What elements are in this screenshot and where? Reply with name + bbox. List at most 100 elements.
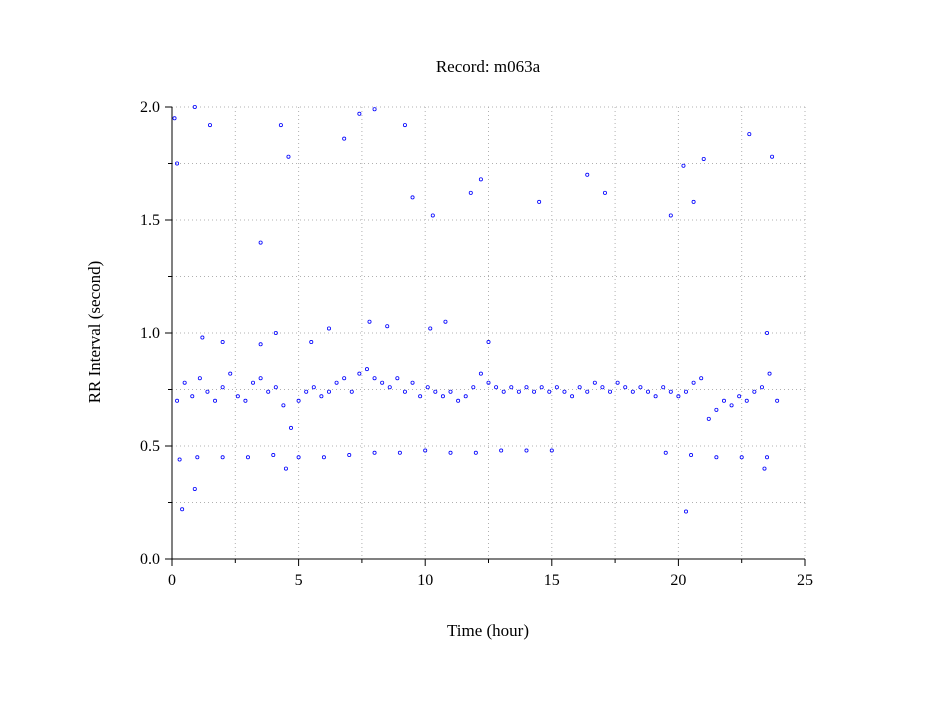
data-point: [532, 389, 537, 394]
data-point: [200, 335, 205, 340]
data-point: [180, 507, 185, 512]
data-points: [172, 105, 780, 514]
data-point: [342, 376, 347, 381]
data-point: [220, 385, 225, 390]
data-point: [499, 448, 504, 453]
data-point: [684, 509, 689, 514]
data-point: [357, 111, 362, 116]
data-point: [486, 340, 491, 345]
data-point: [516, 389, 521, 394]
data-point: [689, 453, 694, 458]
data-point: [463, 394, 468, 399]
data-point: [721, 398, 726, 403]
data-point: [608, 389, 613, 394]
data-point: [739, 455, 744, 460]
y-tick-label: 2.0: [140, 99, 160, 116]
data-point: [430, 213, 435, 218]
data-point: [547, 389, 552, 394]
x-tick-label: 15: [544, 572, 560, 589]
data-point: [747, 132, 752, 137]
data-point: [397, 450, 402, 455]
data-point: [577, 385, 582, 390]
data-point: [699, 376, 704, 381]
data-point: [433, 389, 438, 394]
data-point: [197, 376, 202, 381]
data-point: [501, 389, 506, 394]
data-point: [296, 398, 301, 403]
data-point: [691, 380, 696, 385]
data-point: [326, 326, 331, 331]
data-point: [220, 455, 225, 460]
data-point: [195, 455, 200, 460]
data-point: [423, 448, 428, 453]
data-point: [309, 340, 314, 345]
data-point: [524, 448, 529, 453]
data-point: [175, 398, 180, 403]
data-point: [258, 342, 263, 347]
data-point: [372, 376, 377, 381]
x-tick-label: 5: [295, 572, 303, 589]
data-point: [701, 156, 706, 161]
data-point: [228, 371, 233, 376]
data-point: [448, 389, 453, 394]
data-point: [385, 324, 390, 329]
data-point: [468, 190, 473, 195]
data-point: [653, 394, 658, 399]
data-point: [410, 380, 415, 385]
data-point: [387, 385, 392, 390]
data-point: [364, 367, 369, 372]
data-point: [245, 455, 250, 460]
data-point: [349, 389, 354, 394]
data-point: [175, 161, 180, 166]
x-tick-label: 20: [670, 572, 686, 589]
data-point: [357, 371, 362, 376]
data-point: [273, 330, 278, 335]
data-point: [478, 371, 483, 376]
data-point: [372, 107, 377, 112]
data-point: [456, 398, 461, 403]
data-point: [562, 389, 567, 394]
data-point: [258, 376, 263, 381]
data-point: [177, 457, 182, 462]
data-point: [428, 326, 433, 331]
data-point: [549, 448, 554, 453]
data-point: [258, 240, 263, 245]
data-point: [402, 123, 407, 128]
data-point: [765, 330, 770, 335]
data-point: [752, 389, 757, 394]
x-tick-label: 10: [417, 572, 433, 589]
data-point: [448, 450, 453, 455]
data-point: [762, 466, 767, 471]
y-tick-label: 1.5: [140, 212, 160, 229]
data-point: [395, 376, 400, 381]
data-point: [524, 385, 529, 390]
data-point: [638, 385, 643, 390]
data-point: [585, 172, 590, 177]
data-point: [278, 123, 283, 128]
data-point: [319, 394, 324, 399]
data-point: [443, 319, 448, 324]
data-point: [288, 425, 293, 430]
data-point: [570, 394, 575, 399]
data-point: [767, 371, 772, 376]
y-tick-label: 0.0: [140, 551, 160, 568]
data-point: [668, 389, 673, 394]
data-point: [334, 380, 339, 385]
data-point: [509, 385, 514, 390]
data-point: [765, 455, 770, 460]
data-point: [623, 385, 628, 390]
data-point: [539, 385, 544, 390]
data-point: [372, 450, 377, 455]
data-point: [473, 450, 478, 455]
data-point: [676, 394, 681, 399]
data-point: [684, 389, 689, 394]
data-point: [207, 123, 212, 128]
data-point: [220, 340, 225, 345]
data-point: [681, 163, 686, 168]
data-point: [646, 389, 651, 394]
data-point: [602, 190, 607, 195]
data-point: [661, 385, 666, 390]
grid: [172, 106, 806, 559]
data-point: [283, 466, 288, 471]
data-point: [281, 403, 286, 408]
